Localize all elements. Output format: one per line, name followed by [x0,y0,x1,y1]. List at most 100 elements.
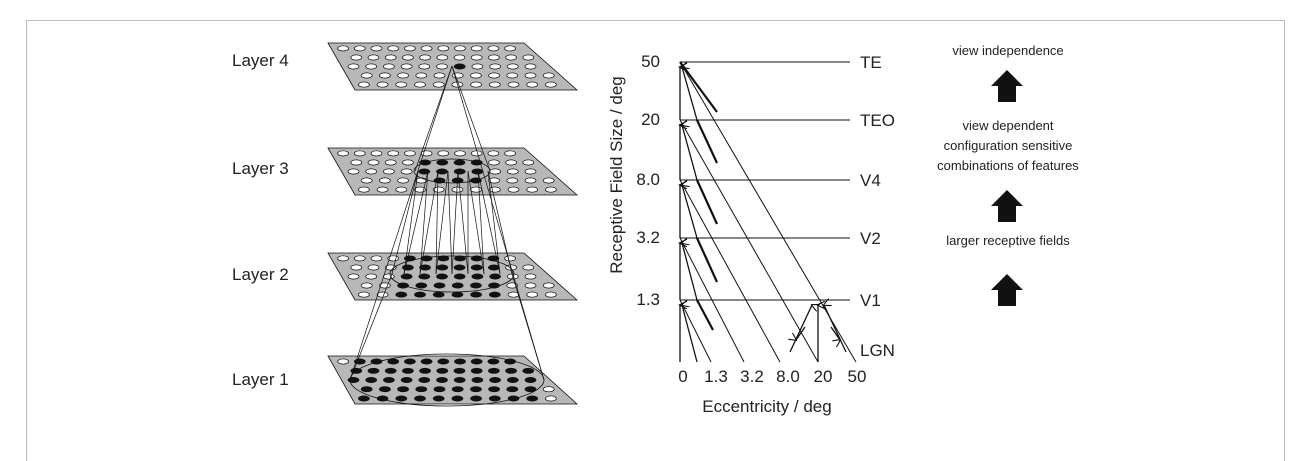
y-tick-1-3: 1.3 [636,290,660,309]
cone-left-edge [349,65,453,381]
unit [358,291,370,298]
unit [522,264,535,271]
unit [360,282,373,289]
y-tick-3-2: 3.2 [636,228,660,247]
y-tick-8: 8.0 [636,170,660,189]
unit [437,150,450,157]
unit [504,45,516,52]
layer3-to-layer2-link [467,170,485,275]
unit [414,186,426,193]
unit [347,63,360,70]
unit [470,54,483,61]
active-unit [470,386,482,393]
active-unit [487,358,500,365]
unit [524,273,537,280]
active-unit [470,255,483,262]
unit [395,186,408,193]
active-unit [400,273,413,280]
unit [360,177,373,184]
unit [451,186,464,193]
layer-1-label: Layer 1 [232,370,289,389]
unit [545,186,557,193]
layer3-to-layer2-link [419,170,429,275]
area-label-lgn: LGN [860,341,895,360]
y-axis-label: Receptive Field Size / deg [607,76,626,274]
active-unit [522,367,535,374]
area-label-teo: TEO [860,111,895,130]
active-unit [470,395,482,402]
unit [488,159,500,166]
active-unit [451,282,464,289]
unit [358,81,370,88]
x-tick-3-2: 3.2 [740,367,764,386]
layer-2-label: Layer 2 [232,265,289,284]
unit [432,81,445,88]
unit [488,81,501,88]
unit [488,186,501,193]
active-unit [524,377,537,383]
active-unit [395,395,408,402]
area-label-te: TE [860,53,882,72]
unit [384,159,397,166]
unit [545,81,557,88]
unit [376,186,389,193]
active-unit [436,264,449,271]
layer-stack [327,42,579,407]
active-unit [488,395,501,402]
unit [507,81,520,88]
unit [383,63,395,70]
unit [397,177,409,184]
unit [353,45,366,52]
active-unit [507,395,520,402]
unit [522,54,535,61]
peripheral-right-arrow [824,305,847,353]
active-unit [402,367,414,374]
v4-diagonal [679,179,781,363]
active-unit [383,377,395,383]
active-unit [526,395,539,402]
up-arrow-icon [991,70,1023,102]
unit [420,45,433,52]
unit [384,54,397,61]
active-unit [360,386,373,393]
unit [524,168,537,175]
unit [506,72,519,79]
active-unit [418,377,431,383]
layer3-to-layer2-link [477,170,485,275]
unit [542,282,555,289]
v4-thick-edge [695,179,719,225]
unit [383,168,395,175]
v1-diagonal [679,299,712,363]
unit [487,150,500,157]
active-unit [400,377,413,383]
layer-2-receptive-field [389,255,515,293]
active-unit [506,386,519,393]
cone-right-edge [451,65,545,381]
unit [383,273,395,280]
active-unit [436,159,449,166]
active-unit [414,395,426,402]
area-label-v1: V1 [860,291,881,310]
unit [505,54,517,61]
unit [437,45,450,52]
layer3-to-layer2-link [477,170,501,275]
x-tick-8: 8.0 [776,367,800,386]
active-unit [432,395,445,402]
layer3-to-layer2-link [419,170,439,275]
active-unit [420,358,433,365]
area-label-v2: V2 [860,229,881,248]
active-unit [436,367,449,374]
teo-diagonal [679,119,819,363]
unit [387,45,400,52]
unit [337,150,349,157]
active-unit [470,291,482,298]
unit [337,358,349,365]
unit [545,291,557,298]
unit [367,54,380,61]
unit [488,72,500,79]
layer2-to-layer1-right [511,273,545,381]
unit [370,255,383,262]
unit [504,255,516,262]
y-tick-50: 50 [641,52,660,71]
unit [470,45,483,52]
